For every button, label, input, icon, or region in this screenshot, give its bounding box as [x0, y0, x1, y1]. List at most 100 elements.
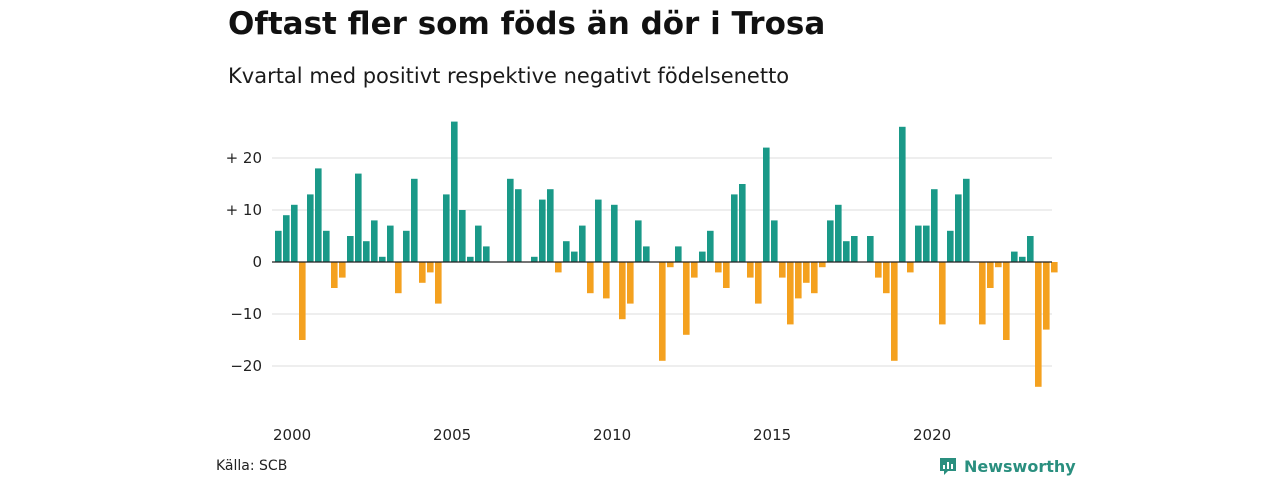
bar: [443, 194, 450, 262]
bar: [603, 262, 610, 299]
bar: [907, 262, 914, 273]
bar: [1035, 262, 1042, 387]
bar: [963, 178, 970, 262]
bar: [483, 246, 490, 262]
x-tick-label: 2015: [753, 426, 791, 444]
brand-name: Newsworthy: [964, 456, 1076, 476]
bar: [891, 262, 898, 361]
bar: [747, 262, 754, 278]
x-tick-label: 2010: [593, 426, 631, 444]
bar: [419, 262, 426, 283]
bar: [435, 262, 442, 304]
bar: [475, 225, 482, 262]
bar: [547, 189, 554, 262]
bar: [299, 262, 306, 340]
y-tick-label: −10: [230, 305, 262, 323]
bar: [1019, 256, 1026, 262]
chart-subtitle: Kvartal med positivt respektive negativt…: [228, 64, 790, 88]
bar: [459, 210, 466, 262]
bar: [347, 236, 354, 262]
bar: [987, 262, 994, 288]
bar: [427, 262, 434, 273]
bar: [763, 147, 770, 262]
bar: [403, 230, 410, 262]
brand-logo: Newsworthy: [938, 456, 1076, 476]
bar: [283, 215, 290, 262]
bar: [923, 225, 930, 262]
y-tick-label: + 20: [226, 149, 262, 167]
y-tick-label: + 10: [226, 201, 262, 219]
bar: [467, 256, 474, 262]
bar: [811, 262, 818, 294]
bar: [803, 262, 810, 283]
source-note: Källa: SCB: [216, 458, 288, 474]
bar: [795, 262, 802, 299]
bar: [675, 246, 682, 262]
bar: [1003, 262, 1010, 340]
bar: [387, 225, 394, 262]
bar: [691, 262, 698, 278]
bar: [531, 256, 538, 262]
chart-title: Oftast fler som föds än dör i Trosa: [228, 6, 826, 42]
bar: [955, 194, 962, 262]
bar: [931, 189, 938, 262]
bar: [723, 262, 730, 288]
bar: [883, 262, 890, 294]
bar: [579, 225, 586, 262]
bar: [939, 262, 946, 325]
bar: [899, 126, 906, 262]
x-tick-label: 2000: [273, 426, 311, 444]
bar: [875, 262, 882, 278]
bar: [979, 262, 986, 325]
bar: [731, 194, 738, 262]
bar: [635, 220, 642, 262]
bar: [411, 178, 418, 262]
bar: [395, 262, 402, 294]
y-tick-label: 0: [252, 253, 262, 271]
bar: [555, 262, 562, 273]
bar: [1027, 236, 1034, 262]
bar: [619, 262, 626, 320]
bar: [363, 241, 370, 262]
bar: [643, 246, 650, 262]
bar: [707, 230, 714, 262]
bar: [699, 251, 706, 262]
bar: [371, 220, 378, 262]
bar: [843, 241, 850, 262]
bar: [819, 262, 826, 268]
bar: [995, 262, 1002, 268]
bar: [915, 225, 922, 262]
newsworthy-logo-icon: [940, 458, 956, 475]
bar: [595, 199, 602, 262]
bar: [787, 262, 794, 325]
bar: [507, 178, 514, 262]
bar: [331, 262, 338, 288]
bar: [771, 220, 778, 262]
bar: [307, 194, 314, 262]
bar: [667, 262, 674, 268]
bar: [291, 204, 298, 262]
bar: [851, 236, 858, 262]
bar: [835, 204, 842, 262]
bar: [539, 199, 546, 262]
x-tick-label: 2020: [913, 426, 951, 444]
bar: [515, 189, 522, 262]
bar: [275, 230, 282, 262]
bar: [739, 184, 746, 262]
bar: [355, 173, 362, 262]
bar: [1043, 262, 1050, 330]
bar: [315, 168, 322, 262]
bar: [755, 262, 762, 304]
bar: [323, 230, 330, 262]
x-tick-label: 2005: [433, 426, 471, 444]
bar: [947, 230, 954, 262]
bar: [587, 262, 594, 294]
bar: [627, 262, 634, 304]
bar: [611, 204, 618, 262]
bar: [571, 251, 578, 262]
bar: [659, 262, 666, 361]
bar: [715, 262, 722, 273]
bar: [683, 262, 690, 335]
bar: [1051, 262, 1058, 273]
